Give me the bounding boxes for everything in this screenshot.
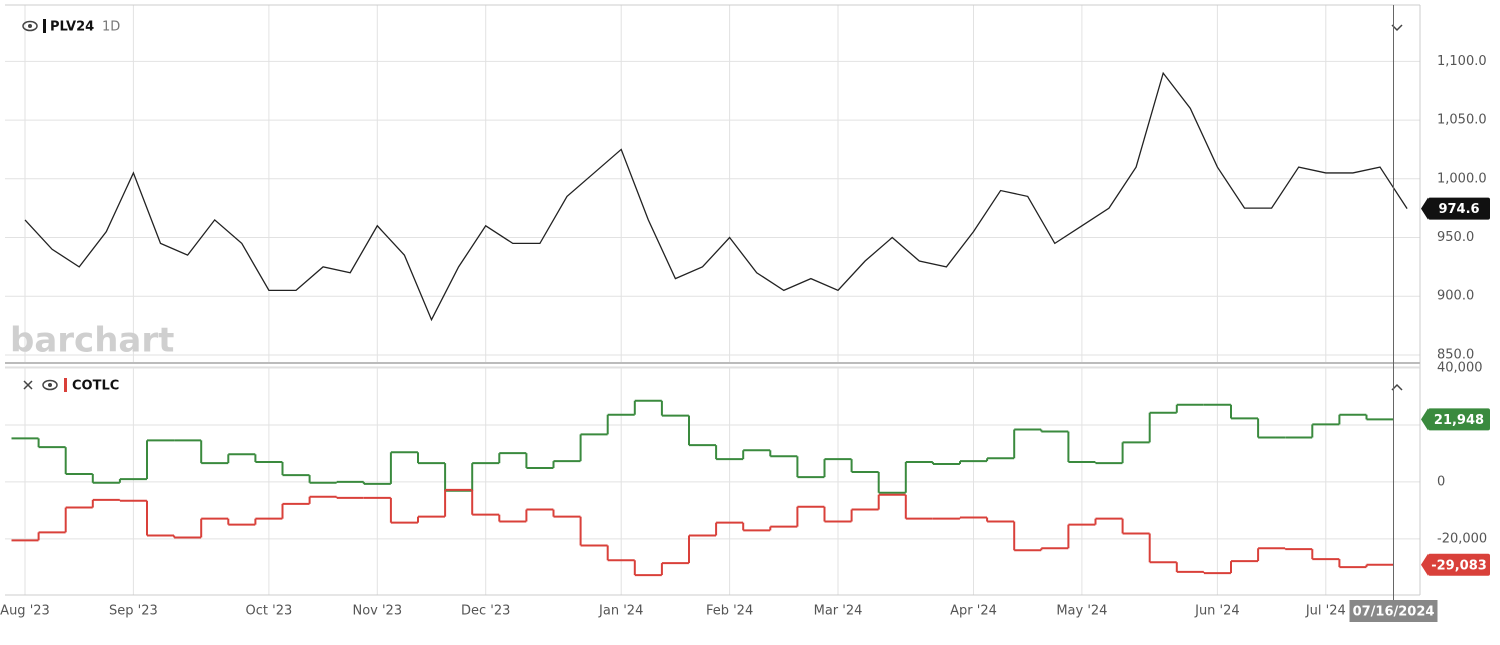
grid bbox=[5, 5, 1420, 595]
eye-icon[interactable] bbox=[22, 20, 38, 32]
x-tick-label: Mar '24 bbox=[814, 604, 863, 619]
y-tick-label: 850.0 bbox=[1437, 347, 1474, 362]
series-swatch bbox=[43, 19, 46, 33]
x-tick-label: Sep '23 bbox=[109, 604, 158, 619]
eye-icon[interactable] bbox=[42, 379, 58, 391]
close-button[interactable] bbox=[23, 380, 33, 390]
y-tick-label: 1,050.0 bbox=[1437, 113, 1487, 128]
watermark: barchart bbox=[10, 321, 174, 361]
symbol[interactable]: COTLC bbox=[72, 379, 119, 394]
interval[interactable]: 1D bbox=[102, 20, 120, 35]
symbol[interactable]: PLV24 bbox=[50, 20, 94, 35]
last-value-badge-pointer bbox=[1421, 553, 1428, 576]
y-tick-label: 1,100.0 bbox=[1437, 54, 1487, 69]
x-tick-label: Aug '23 bbox=[0, 604, 50, 619]
y-tick-label: 0 bbox=[1437, 474, 1445, 489]
x-tick-label: Dec '23 bbox=[461, 604, 510, 619]
last-value-badge bbox=[1428, 553, 1490, 576]
x-tick-label: Jul '24 bbox=[1305, 604, 1346, 619]
last-value-badge-text: 21,948 bbox=[1434, 413, 1484, 428]
crosshair-badge bbox=[1349, 600, 1438, 622]
y-tick-label: 950.0 bbox=[1437, 230, 1474, 245]
x-tick-label: Apr '24 bbox=[950, 604, 997, 619]
crosshair-label: 07/16/2024 bbox=[1353, 605, 1435, 620]
y-tick-label: -20,000 bbox=[1437, 531, 1487, 546]
last-value-badge-pointer bbox=[1421, 197, 1428, 220]
y-tick-label: 40,000 bbox=[1437, 361, 1483, 376]
last-value-badge bbox=[1428, 197, 1490, 220]
last-value-badge-text: -29,083 bbox=[1431, 558, 1487, 573]
series-swatch bbox=[64, 378, 67, 392]
y-tick-label: 900.0 bbox=[1437, 289, 1474, 304]
last-value-badge-pointer bbox=[1421, 408, 1428, 431]
y-tick-label: 1,000.0 bbox=[1437, 171, 1487, 186]
last-value-badge-text: 974.6 bbox=[1438, 202, 1479, 217]
x-tick-label: Feb '24 bbox=[706, 604, 753, 619]
x-tick-label: May '24 bbox=[1056, 604, 1107, 619]
x-tick-label: Jan '24 bbox=[598, 604, 643, 619]
x-tick-label: Nov '23 bbox=[352, 604, 402, 619]
x-tick-label: Jun '24 bbox=[1194, 604, 1240, 619]
marks bbox=[11, 71, 1408, 577]
x-tick-label: Oct '23 bbox=[246, 604, 293, 619]
last-value-badge bbox=[1428, 408, 1490, 431]
price-line bbox=[24, 71, 1408, 322]
